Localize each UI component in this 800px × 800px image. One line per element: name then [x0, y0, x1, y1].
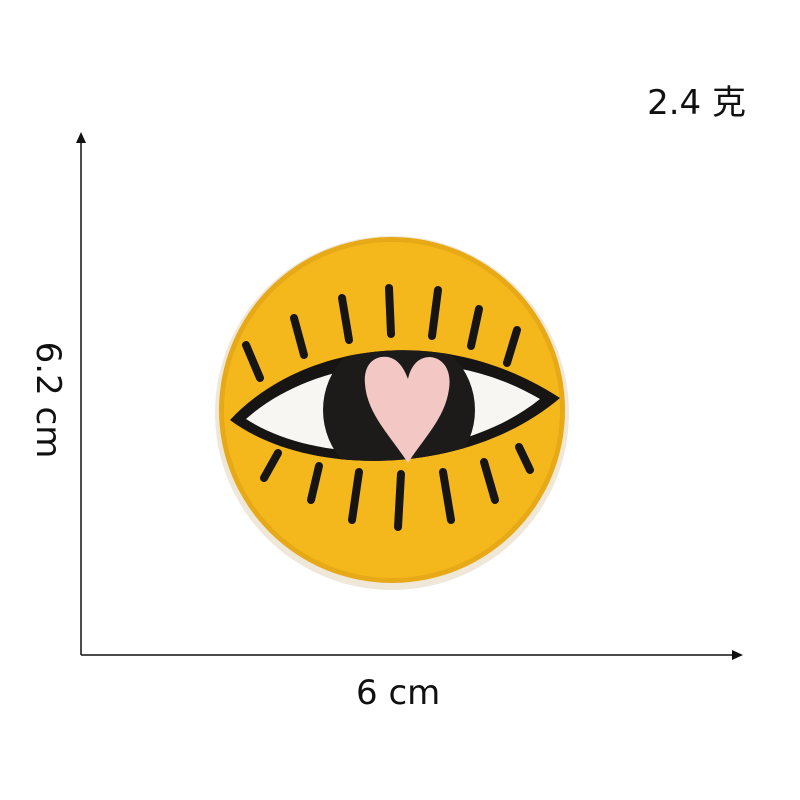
- vertical-axis-arrowhead: [76, 132, 86, 143]
- upper-lashes: [242, 284, 521, 382]
- height-label: 6.2 cm: [28, 341, 68, 459]
- horizontal-axis-arrowhead: [732, 650, 743, 660]
- heart-pupil: [364, 356, 450, 463]
- weight-label: 2.4 克: [647, 83, 746, 123]
- width-label: 6 cm: [356, 673, 441, 713]
- lower-lashes: [260, 443, 534, 531]
